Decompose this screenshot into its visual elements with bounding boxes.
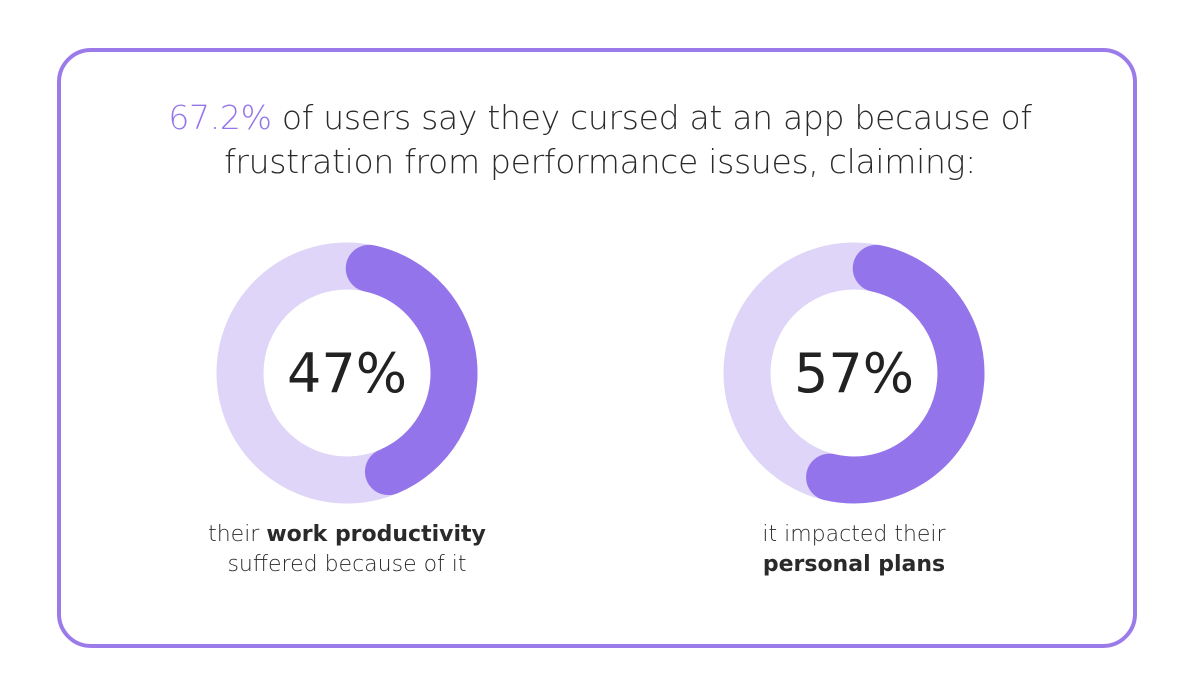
headline-highlight: 67.2%: [168, 98, 272, 137]
donut-chart-personal-plans: 57%: [723, 242, 985, 504]
headline-line1: of users say they cursed at an app becau…: [271, 98, 1032, 137]
caption-text: it impacted their: [762, 522, 946, 547]
headline-line2: frustration from performance issues, cla…: [224, 142, 976, 181]
caption-bold: personal plans: [762, 552, 946, 577]
caption-text: suffered because of it: [227, 552, 467, 577]
donut-chart-work-productivity: 47%: [216, 242, 478, 504]
donut-value-label: 57%: [794, 342, 914, 405]
caption-bold: work productivity: [266, 522, 486, 547]
caption-text: their: [208, 522, 267, 547]
infographic-card: [57, 48, 1137, 648]
headline: 67.2% of users say they cursed at an app…: [0, 96, 1200, 184]
caption-work-productivity: their work productivity suffered because…: [147, 520, 547, 580]
caption-personal-plans: it impacted their personal plans: [654, 520, 1054, 580]
donut-value-arc: [806, 244, 985, 504]
donut-value-arc: [345, 244, 478, 496]
donut-value-label: 47%: [287, 342, 407, 405]
